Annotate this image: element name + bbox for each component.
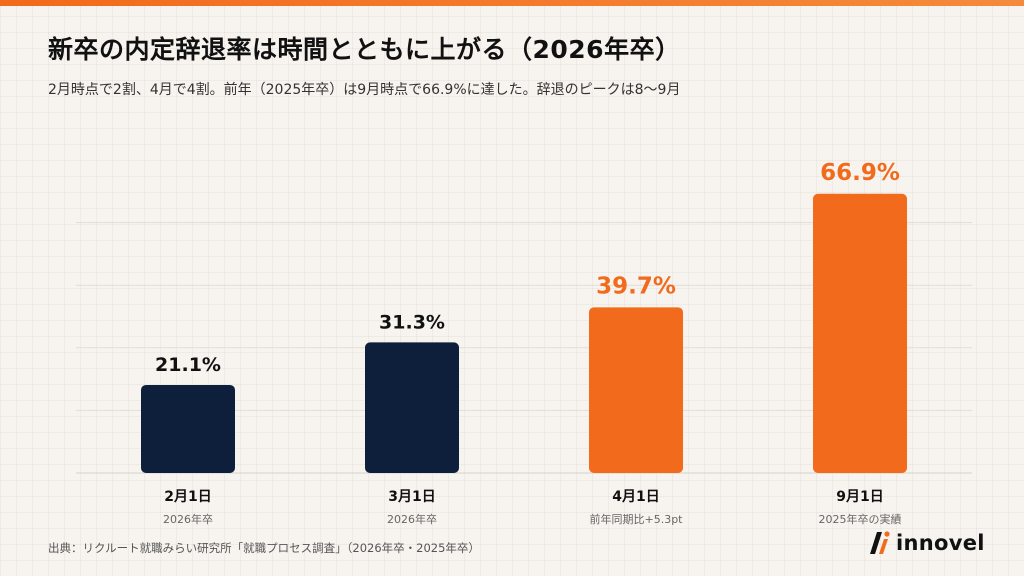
category-label: 4月1日 — [612, 489, 659, 505]
bar-value-label: 21.1% — [155, 354, 221, 376]
category-label: 9月1日 — [836, 489, 883, 505]
page-subtitle: 2月時点で2割、4月で4割。前年（2025年卒）は9月時点で66.9%に達した。… — [48, 82, 681, 98]
brand-logo: innovel — [868, 530, 985, 556]
top-accent-stripe — [0, 0, 1024, 6]
category-sublabel: 2026年卒 — [163, 512, 213, 526]
bar-value-label: 31.3% — [379, 311, 445, 333]
page-title: 新卒の内定辞退率は時間とともに上がる（2026年卒） — [48, 35, 681, 64]
bar — [365, 342, 459, 473]
bar-value-label: 66.9% — [820, 160, 900, 186]
bar — [141, 384, 235, 473]
category-sublabel: 前年同期比+5.3pt — [589, 512, 683, 526]
bar — [813, 193, 907, 473]
bar-value-label: 39.7% — [596, 273, 676, 299]
category-label: 3月1日 — [388, 489, 435, 505]
source-note: 出典：リクルート就職みらい研究所「就職プロセス調査」（2026年卒・2025年卒… — [48, 541, 480, 555]
bar — [589, 307, 683, 473]
logo-text: innovel — [896, 531, 985, 555]
category-sublabel: 2026年卒 — [387, 512, 437, 526]
logo-mark-icon — [868, 530, 890, 556]
category-sublabel: 2025年卒の実績 — [819, 512, 902, 526]
category-label: 2月1日 — [164, 489, 211, 505]
